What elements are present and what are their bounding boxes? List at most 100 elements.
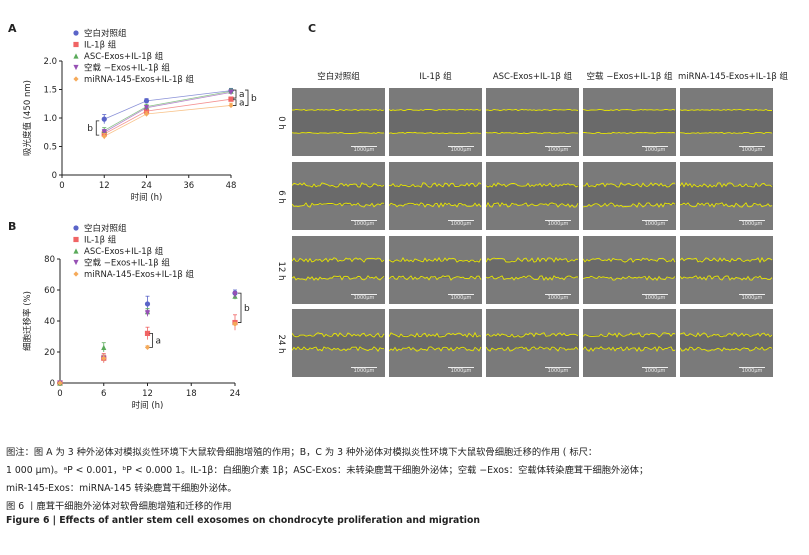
data-point [101, 133, 107, 139]
wound-edge-line [389, 182, 482, 188]
wound-gap [583, 260, 676, 278]
legend-label: 空载 −Exos+IL-1β 组 [84, 258, 170, 269]
data-point [101, 129, 107, 135]
wound-edge-overlay [486, 108, 579, 135]
data-point [101, 344, 107, 350]
significance-label: a [239, 90, 245, 100]
wound-gap [583, 110, 676, 133]
scratch-wound-image: 1000μm [292, 309, 385, 377]
y-tick-label: 40 [44, 317, 55, 327]
wound-gap [680, 260, 773, 278]
wound-edge-line [583, 275, 676, 281]
scratch-wound-image: 1000μm [680, 162, 773, 230]
row-header: 12 h [276, 261, 286, 281]
y-tick-label: 1.5 [43, 86, 57, 96]
data-point [228, 96, 234, 102]
row-header: 24 h [276, 334, 286, 354]
x-tick-label: 36 [183, 181, 194, 191]
column-header: ASC-Exos+IL-1β 组 [492, 72, 573, 82]
scale-bar: 1000μm [545, 367, 571, 374]
legend-label: miRNA-145-Exos+IL-1β 组 [84, 74, 194, 85]
wound-edge-overlay [680, 108, 773, 135]
wound-edge-line [292, 257, 385, 263]
scratch-wound-image: 1000μm [389, 236, 482, 304]
wound-gap [292, 110, 385, 133]
y-tick-label: 80 [44, 255, 55, 265]
scale-bar: 1000μm [545, 146, 571, 153]
legend-label: 空白对照组 [84, 28, 127, 39]
y-axis-label: 吸光度值 (450 nm) [22, 80, 33, 156]
wound-edge-line [292, 275, 385, 281]
wound-edge-overlay [389, 331, 482, 352]
row-header: 0 h [276, 116, 286, 130]
wound-edge-overlay [583, 332, 676, 353]
wound-edge-line [486, 346, 579, 352]
scratch-wound-image: 1000μm [292, 236, 385, 304]
x-tick-label: 12 [142, 389, 153, 399]
scale-bar: 1000μm [448, 367, 474, 374]
scale-bar: 1000μm [448, 294, 474, 301]
data-point [143, 98, 150, 104]
significance-label: b [87, 124, 93, 134]
scale-bar: 1000μm [739, 367, 765, 374]
wound-gap [389, 335, 482, 349]
scale-bar: 1000μm [448, 220, 474, 227]
legend-marker [73, 248, 79, 254]
scale-bar: 1000μm [545, 294, 571, 301]
wound-edge-overlay [292, 332, 385, 353]
scratch-wound-image: 1000μm [389, 309, 482, 377]
legend-marker [73, 30, 79, 36]
legend-marker [73, 41, 79, 48]
wound-gap [680, 185, 773, 205]
x-tick-label: 48 [226, 181, 237, 191]
y-tick-label: 2.0 [43, 57, 57, 67]
wound-gap [486, 185, 579, 205]
scale-bar: 1000μm [351, 367, 377, 374]
wound-edge-overlay [389, 182, 482, 209]
scratch-wound-image: 1000μm [583, 162, 676, 230]
row-header: 6 h [276, 190, 286, 204]
wound-edge-line [292, 346, 385, 353]
significance-label: b [251, 94, 257, 104]
legend-label: ASC-Exos+IL-1β 组 [84, 51, 164, 62]
significance-bracket [95, 120, 100, 136]
y-tick-label: 1.0 [43, 114, 57, 124]
x-axis-label: 时间 (h) [131, 192, 163, 203]
wound-edge-line [292, 202, 385, 208]
x-tick-label: 6 [101, 389, 106, 399]
data-point [144, 301, 151, 307]
data-point [144, 310, 151, 316]
legend-marker [73, 236, 79, 243]
data-point [57, 380, 63, 386]
scratch-wound-image: 1000μm [486, 88, 579, 156]
wound-edge-line [486, 201, 579, 208]
data-point [101, 116, 107, 122]
chart-a: 0 12 24 36 48 0 0.5 1.0 1.5 2.0 时间 (h) 吸光度值 (450 nm… [22, 28, 257, 203]
wound-gap [292, 260, 385, 278]
y-tick-label: 60 [44, 286, 55, 296]
scratch-wound-image: 1000μm [583, 309, 676, 377]
scratch-wound-image: 1000μm [292, 162, 385, 230]
data-point [143, 105, 150, 111]
wound-edge-overlay [583, 108, 676, 135]
wound-edge-line [680, 131, 773, 135]
wound-edge-line [583, 332, 676, 338]
wound-edge-line [389, 346, 482, 352]
wound-edge-line [486, 131, 578, 135]
wound-edge-line [583, 346, 676, 353]
wound-edge-overlay [389, 257, 482, 281]
scale-bar: 1000μm [739, 220, 765, 227]
wound-gap [486, 260, 579, 278]
wound-edge-overlay [292, 257, 385, 281]
significance-label: a [156, 336, 162, 346]
scratch-wound-image: 1000μm [292, 88, 385, 156]
wound-edge-overlay [486, 182, 579, 208]
legend-label: IL-1β 组 [84, 235, 117, 246]
scratch-wound-image: 1000μm [389, 88, 482, 156]
panel-label-a: A [8, 22, 17, 35]
caption-line-3: miR-145-Exos：miRNA-145 转染鹿茸干细胞外泌体。 [6, 483, 237, 494]
x-tick-label: 12 [99, 181, 110, 191]
wound-gap [583, 335, 676, 349]
figure-title-cn: 图 6 丨鹿茸干细胞外泌体对软骨细胞增殖和迁移的作用 [6, 501, 232, 512]
